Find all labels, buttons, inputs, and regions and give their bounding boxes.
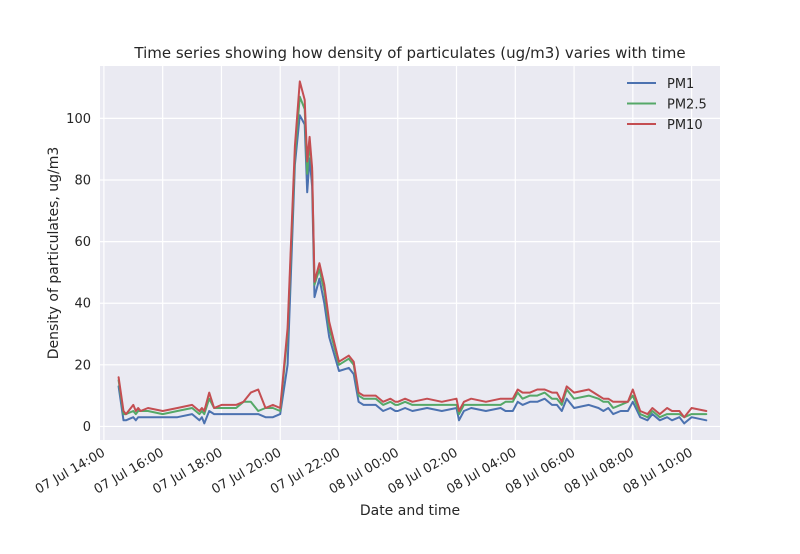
grid: [100, 66, 720, 440]
series-lines: [117, 80, 708, 425]
legend: PM1 PM2.5 PM10: [627, 77, 707, 133]
y-tick-label: 100: [66, 112, 91, 127]
y-tick-label: 40: [74, 297, 91, 312]
series-line-pm1: [117, 114, 708, 425]
legend-label: PM1: [667, 77, 694, 92]
y-tick-label: 20: [74, 358, 91, 373]
y-tick-label: 80: [74, 173, 91, 188]
plot-area: [100, 66, 720, 440]
series-line-pm2-5: [117, 95, 708, 419]
chart-title: Time series showing how density of parti…: [133, 44, 685, 62]
legend-label: PM10: [667, 118, 703, 133]
legend-label: PM2.5: [667, 98, 707, 113]
y-tick-label: 0: [83, 420, 91, 435]
y-axis-label: Density of particulates, ug/m3: [46, 147, 62, 360]
series-line-pm10: [117, 80, 708, 419]
y-tick-label: 60: [74, 235, 91, 250]
x-axis-label: Date and time: [360, 503, 460, 519]
